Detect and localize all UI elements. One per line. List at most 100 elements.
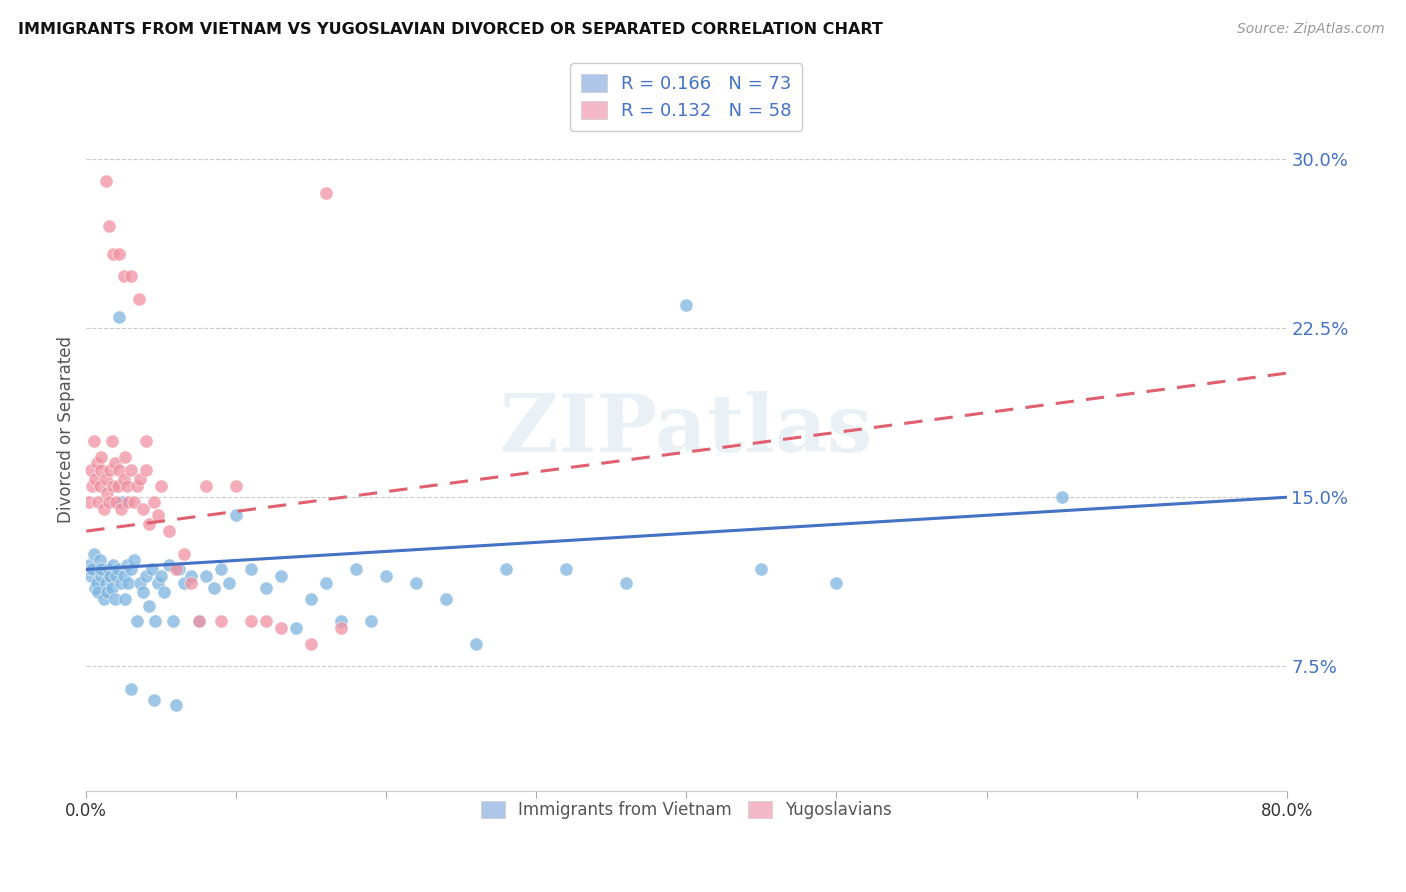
Point [84,581,107,595]
Point [270,621,292,635]
Point [115,558,138,572]
Point [315,186,337,200]
Point [169,562,191,576]
Point [157,558,180,572]
Point [120,562,142,576]
Point [162,615,184,629]
Point [96,585,118,599]
Point [86,457,108,471]
Point [138,517,160,532]
Point [89,553,111,567]
Point [315,576,337,591]
Point [173,576,195,591]
Point [105,495,128,509]
Point [120,463,142,477]
Point [79,495,101,509]
Point [103,246,125,260]
Point [127,479,149,493]
Point [97,495,120,509]
Point [135,434,157,448]
Y-axis label: Divorced or Separated: Divorced or Separated [58,336,75,523]
Point [180,569,202,583]
Point [127,615,149,629]
Point [83,547,105,561]
Point [80,463,103,477]
Point [225,479,247,493]
Point [143,615,166,629]
Point [150,479,173,493]
Point [97,562,120,576]
Legend: Immigrants from Vietnam, Yugoslavians: Immigrants from Vietnam, Yugoslavians [474,794,898,826]
Point [751,562,773,576]
Point [240,615,263,629]
Point [285,621,308,635]
Point [148,508,170,523]
Point [128,292,150,306]
Point [96,485,118,500]
Point [142,495,165,509]
Point [108,463,131,477]
Point [330,621,353,635]
Point [225,508,247,523]
Text: IMMIGRANTS FROM VIETNAM VS YUGOSLAVIAN DIVORCED OR SEPARATED CORRELATION CHART: IMMIGRANTS FROM VIETNAM VS YUGOSLAVIAN D… [18,22,883,37]
Point [84,472,107,486]
Point [360,615,382,629]
Point [114,591,136,606]
Point [148,576,170,591]
Point [218,576,240,591]
Point [675,298,697,312]
Text: Source: ZipAtlas.com: Source: ZipAtlas.com [1237,22,1385,37]
Point [104,457,127,471]
Point [94,472,117,486]
Point [254,581,277,595]
Point [495,562,517,576]
Point [82,479,104,493]
Point [141,562,163,576]
Point [112,472,135,486]
Point [86,576,108,591]
Point [93,501,115,516]
Point [82,562,104,576]
Point [142,693,165,707]
Point [180,576,202,591]
Point [108,246,131,260]
Point [270,569,292,583]
Point [79,558,101,572]
Point [165,562,187,576]
Point [83,434,105,448]
Point [107,479,129,493]
Point [110,576,132,591]
Point [129,472,152,486]
Point [240,562,263,576]
Point [87,585,110,599]
Point [555,562,578,576]
Point [90,569,112,583]
Point [114,450,136,464]
Point [93,591,115,606]
Point [375,569,398,583]
Point [165,698,187,712]
Point [98,463,121,477]
Point [299,591,322,606]
Point [1050,490,1073,504]
Point [150,569,173,583]
Point [405,576,427,591]
Point [153,585,176,599]
Point [112,569,135,583]
Point [103,558,125,572]
Text: ZIPatlas: ZIPatlas [501,391,873,468]
Point [94,576,117,591]
Point [209,615,232,629]
Point [97,219,120,234]
Point [195,479,218,493]
Point [94,174,117,188]
Point [89,479,111,493]
Point [117,495,139,509]
Point [107,562,129,576]
Point [299,637,322,651]
Point [115,479,138,493]
Point [187,615,209,629]
Point [108,310,131,324]
Point [111,495,134,509]
Point [90,562,112,576]
